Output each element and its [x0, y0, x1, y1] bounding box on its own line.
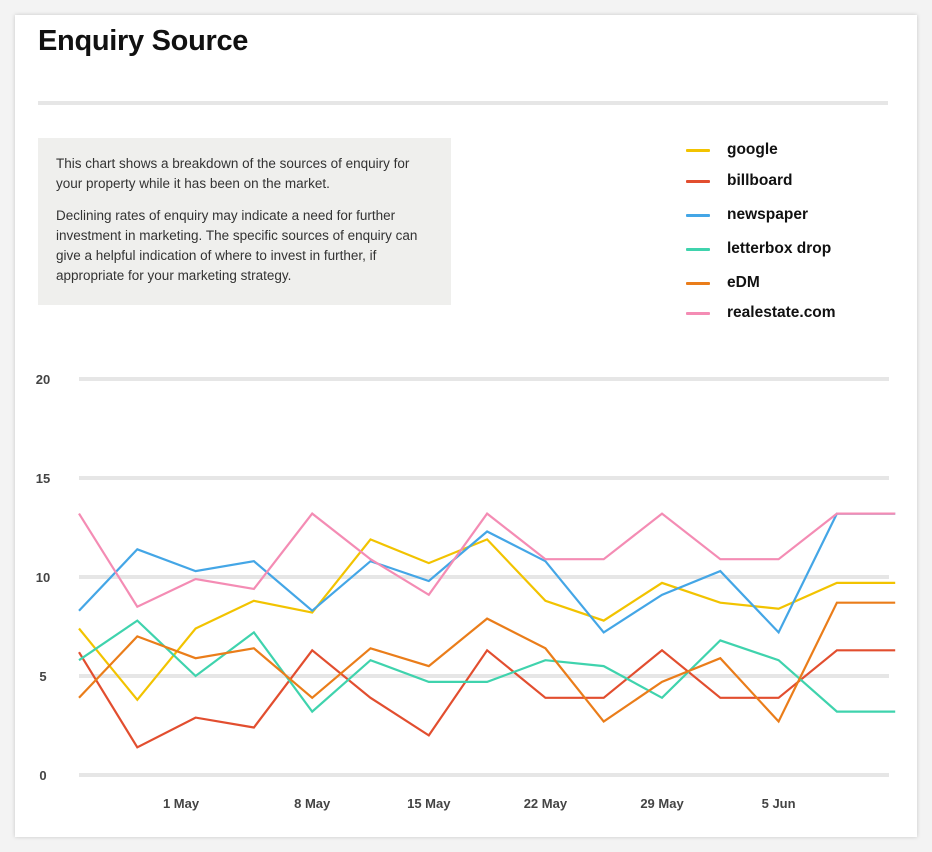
x-tick-label-29-may: 29 May — [640, 796, 684, 811]
enquiry-source-card: Enquiry Source This chart shows a breakd… — [15, 15, 917, 837]
description-paragraph-1: This chart shows a breakdown of the sour… — [56, 156, 410, 191]
series-line-google — [78, 538, 896, 702]
legend-label-edm: eDM — [727, 274, 760, 291]
legend-label-letterbox-drop: letterbox drop — [727, 240, 832, 257]
legend-item-newspaper[interactable]: newspaper — [683, 204, 903, 228]
series-line-edm — [78, 601, 896, 724]
y-tick-label-20: 20 — [36, 372, 50, 387]
series-line-newspaper — [78, 512, 896, 635]
chart-description-box: This chart shows a breakdown of the sour… — [38, 138, 451, 305]
gridline-0 — [79, 773, 889, 777]
y-tick-label-5: 5 — [39, 669, 46, 684]
legend-swatch-billboard — [686, 180, 710, 183]
y-tick-label-15: 15 — [36, 471, 50, 486]
legend-label-google: google — [727, 141, 778, 158]
title-divider — [38, 101, 888, 105]
legend-label-billboard: billboard — [727, 172, 793, 189]
legend-item-edm[interactable]: eDM — [683, 272, 903, 296]
x-tick-label-22-may: 22 May — [524, 796, 568, 811]
legend-swatch-edm — [686, 282, 710, 285]
description-paragraph-2: Declining rates of enquiry may indicate … — [56, 208, 418, 283]
x-tick-label-8-may: 8 May — [294, 796, 331, 811]
page-title: Enquiry Source — [38, 25, 249, 57]
x-tick-label-15-may: 15 May — [407, 796, 451, 811]
legend-swatch-newspaper — [686, 214, 710, 217]
legend-label-newspaper: newspaper — [727, 206, 808, 223]
gridline-15 — [79, 476, 889, 480]
enquiry-line-chart: 0 5 10 15 20 1 May 8 May 15 May 22 May 29 May 5 Ju… — [36, 372, 896, 811]
legend-item-billboard[interactable]: billboard — [683, 170, 903, 194]
legend-item-realestate-com[interactable]: realestate.com — [683, 302, 903, 326]
gridline-20 — [79, 377, 889, 381]
legend-label-realestate-com: realestate.com — [727, 304, 836, 321]
series-line-letterbox-drop — [78, 619, 896, 714]
series-line-realestate-com — [78, 512, 896, 609]
series-line-billboard — [78, 648, 896, 749]
legend-swatch-google — [686, 149, 710, 152]
legend-item-letterbox-drop[interactable]: letterbox drop — [683, 238, 903, 262]
legend-swatch-realestate-com — [686, 312, 710, 315]
legend-item-google[interactable]: google — [683, 139, 903, 163]
y-tick-label-10: 10 — [36, 570, 50, 585]
x-tick-label-5-jun: 5 Jun — [762, 796, 796, 811]
gridline-10 — [79, 575, 889, 579]
y-tick-label-0: 0 — [39, 768, 46, 783]
x-tick-label-1-may: 1 May — [163, 796, 200, 811]
gridline-5 — [79, 674, 889, 678]
legend-swatch-letterbox-drop — [686, 248, 710, 251]
